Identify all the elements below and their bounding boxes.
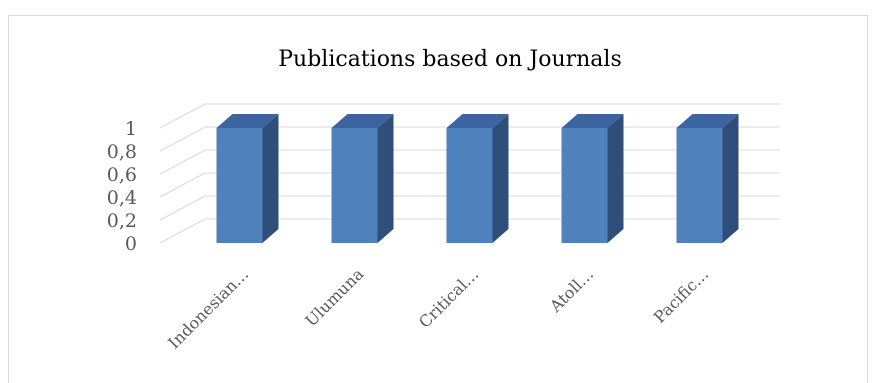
y-tick-label: 0,2 (107, 210, 137, 232)
bar (216, 114, 279, 243)
y-tick-label: 0,4 (107, 187, 137, 209)
bar-top (216, 114, 279, 128)
bar (331, 114, 394, 243)
bar-front (676, 128, 723, 243)
bars (216, 114, 739, 243)
bar-top (561, 114, 624, 128)
y-tick-label: 0,8 (107, 141, 137, 163)
y-tick-label: 0,6 (107, 164, 137, 186)
bar (676, 114, 739, 243)
gridline (159, 103, 780, 129)
bar-top (331, 114, 394, 128)
bar-front (561, 128, 608, 243)
bar-side (607, 114, 624, 243)
bar-side (262, 114, 279, 243)
bar-side (377, 114, 394, 243)
y-tick-label: 0 (125, 233, 137, 255)
bar (561, 114, 624, 243)
bar-top (446, 114, 509, 128)
bar (446, 114, 509, 243)
bar-side (722, 114, 739, 243)
x-tick-label: Atoll… (545, 264, 597, 316)
bar-front (216, 128, 263, 243)
y-tick-label: 1 (125, 118, 137, 140)
bar-front (446, 128, 493, 243)
x-tick-label: Pacific… (650, 264, 712, 326)
chart-title: Publications based on Journals (278, 47, 622, 72)
bar-side (492, 114, 509, 243)
x-tick-label: Critical… (415, 264, 482, 331)
bar-front (331, 128, 378, 243)
y-axis-ticks: 00,20,40,60,81 (107, 118, 137, 255)
bar-top (676, 114, 739, 128)
x-tick-label: Indonesian… (164, 264, 252, 352)
x-axis-labels: Indonesian… Ulumuna Critical… Atoll… Pacific… (164, 264, 712, 352)
x-tick-label: Ulumuna (301, 264, 367, 330)
